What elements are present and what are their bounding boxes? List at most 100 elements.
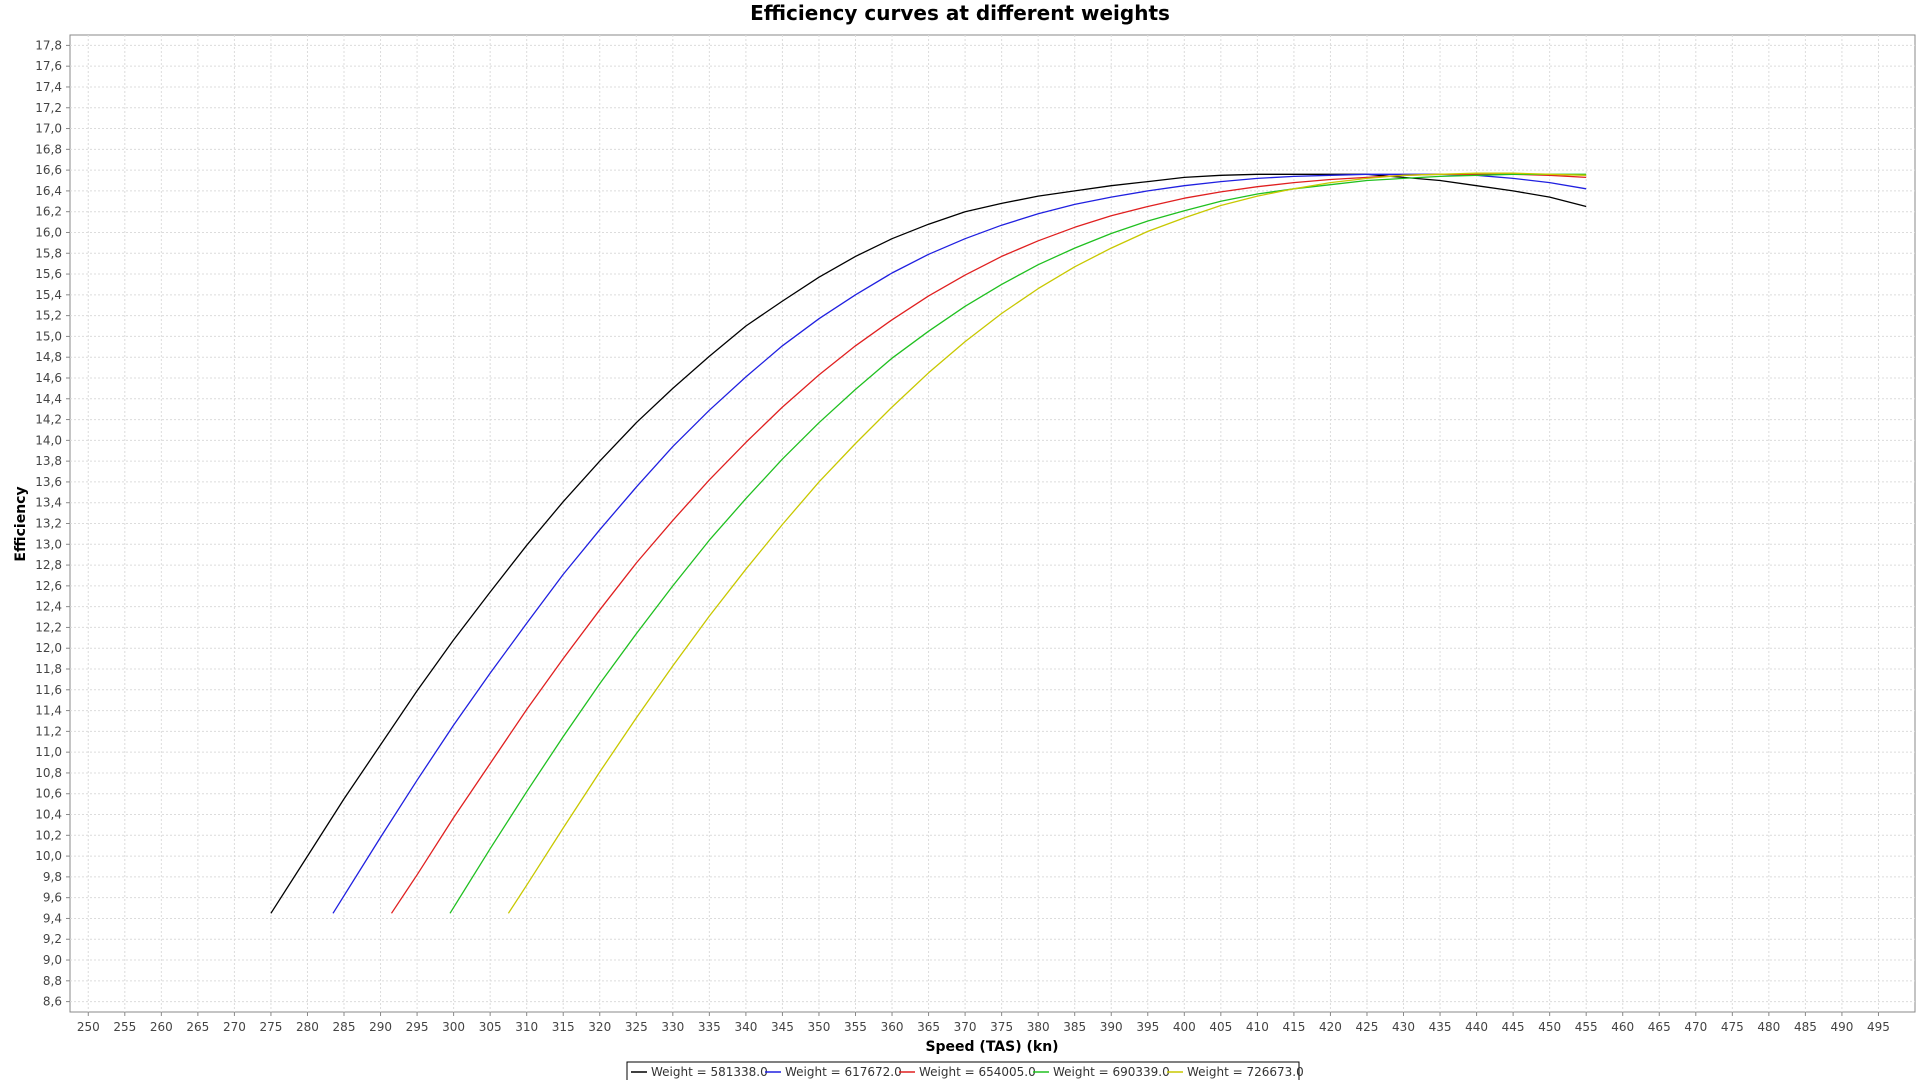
x-tick-label: 470	[1684, 1020, 1707, 1034]
x-tick-label: 260	[150, 1020, 173, 1034]
y-tick-label: 13,4	[35, 496, 62, 510]
x-tick-label: 295	[406, 1020, 429, 1034]
y-tick-label: 9,0	[43, 953, 62, 967]
legend-entry: Weight = 726673.0	[1187, 1065, 1304, 1079]
x-tick-label: 410	[1246, 1020, 1269, 1034]
x-tick-label: 465	[1648, 1020, 1671, 1034]
y-tick-label: 9,2	[43, 932, 62, 946]
y-tick-label: 14,4	[35, 392, 62, 406]
y-tick-label: 11,8	[35, 662, 62, 676]
x-tick-label: 485	[1794, 1020, 1817, 1034]
y-tick-label: 12,2	[35, 620, 62, 634]
x-tick-label: 370	[954, 1020, 977, 1034]
x-tick-label: 430	[1392, 1020, 1415, 1034]
y-tick-label: 8,6	[43, 995, 62, 1009]
y-tick-label: 16,0	[35, 225, 62, 239]
y-tick-label: 8,8	[43, 974, 62, 988]
series-lines	[270, 172, 1587, 914]
y-axis-label: Efficiency	[13, 486, 29, 561]
y-tick-label: 14,2	[35, 413, 62, 427]
chart-title: Efficiency curves at different weights	[750, 1, 1170, 25]
y-tick-label: 14,8	[35, 350, 62, 364]
series-line-5	[507, 172, 1587, 914]
x-tick-label: 455	[1575, 1020, 1598, 1034]
y-axis-ticks: 8,6 8,8 9,0 9,2 9,4 9,6 9,8 10,0 10,2 10,4 10,6 10,…	[35, 38, 70, 1009]
legend-items: Weight = 581338.0 Weight = 617672.0 Weight…	[631, 1065, 1304, 1079]
y-tick-label: 16,2	[35, 205, 62, 219]
y-tick-label: 13,2	[35, 517, 62, 531]
y-tick-label: 15,8	[35, 246, 62, 260]
x-tick-label: 250	[77, 1020, 100, 1034]
legend-entry: Weight = 654005.0	[919, 1065, 1036, 1079]
x-tick-label: 450	[1538, 1020, 1561, 1034]
x-tick-label: 405	[1209, 1020, 1232, 1034]
x-tick-label: 425	[1356, 1020, 1379, 1034]
x-tick-label: 415	[1282, 1020, 1305, 1034]
x-tick-label: 460	[1611, 1020, 1634, 1034]
x-tick-label: 385	[1063, 1020, 1086, 1034]
legend-entry: Weight = 690339.0	[1053, 1065, 1170, 1079]
x-tick-label: 360	[881, 1020, 904, 1034]
series-line-2	[332, 173, 1587, 914]
grid	[70, 35, 1915, 1012]
y-tick-label: 13,8	[35, 454, 62, 468]
x-tick-label: 320	[588, 1020, 611, 1034]
y-tick-label: 12,0	[35, 641, 62, 655]
y-tick-label: 10,4	[35, 808, 62, 822]
y-tick-label: 17,8	[35, 38, 62, 52]
legend-entry: Weight = 581338.0	[651, 1065, 768, 1079]
x-tick-label: 355	[844, 1020, 867, 1034]
x-tick-label: 440	[1465, 1020, 1488, 1034]
x-tick-label: 395	[1136, 1020, 1159, 1034]
y-tick-label: 12,8	[35, 558, 62, 572]
y-tick-label: 11,4	[35, 704, 62, 718]
x-tick-label: 275	[259, 1020, 282, 1034]
y-tick-label: 10,0	[35, 849, 62, 863]
x-tick-label: 335	[698, 1020, 721, 1034]
x-tick-label: 315	[552, 1020, 575, 1034]
x-tick-label: 435	[1429, 1020, 1452, 1034]
y-tick-label: 9,4	[43, 911, 62, 925]
x-tick-label: 365	[917, 1020, 940, 1034]
x-tick-label: 345	[771, 1020, 794, 1034]
y-tick-label: 14,0	[35, 433, 62, 447]
legend-entry: Weight = 617672.0	[785, 1065, 902, 1079]
legend-box	[626, 1061, 1300, 1080]
y-tick-label: 10,8	[35, 766, 62, 780]
y-tick-label: 15,6	[35, 267, 62, 281]
x-tick-label: 280	[296, 1020, 319, 1034]
x-tick-label: 330	[661, 1020, 684, 1034]
legend: Weight = 581338.0 Weight = 617672.0 Weight…	[626, 1061, 1304, 1080]
y-tick-label: 10,6	[35, 787, 62, 801]
x-tick-label: 305	[479, 1020, 502, 1034]
x-axis-label: Speed (TAS) (kn)	[925, 1039, 1058, 1055]
y-tick-label: 13,0	[35, 537, 62, 551]
y-tick-label: 17,4	[35, 80, 62, 94]
x-tick-label: 270	[223, 1020, 246, 1034]
y-tick-label: 17,6	[35, 59, 62, 73]
x-tick-label: 380	[1027, 1020, 1050, 1034]
x-tick-label: 375	[990, 1020, 1013, 1034]
x-tick-label: 290	[369, 1020, 392, 1034]
y-tick-label: 15,2	[35, 309, 62, 323]
y-tick-label: 11,2	[35, 724, 62, 738]
y-tick-label: 16,4	[35, 184, 62, 198]
x-tick-label: 400	[1173, 1020, 1196, 1034]
x-tick-label: 310	[515, 1020, 538, 1034]
x-tick-label: 480	[1757, 1020, 1780, 1034]
y-tick-label: 9,6	[43, 891, 62, 905]
x-tick-label: 255	[113, 1020, 136, 1034]
y-tick-label: 16,8	[35, 142, 62, 156]
x-tick-label: 340	[734, 1020, 757, 1034]
x-tick-label: 350	[808, 1020, 831, 1034]
x-tick-label: 490	[1830, 1020, 1853, 1034]
y-tick-label: 17,0	[35, 122, 62, 136]
y-tick-label: 11,0	[35, 745, 62, 759]
x-axis-ticks: 250 255 260 265 270 275 280 285 290 295 300 305 310 3…	[77, 1012, 1890, 1034]
x-tick-label: 285	[333, 1020, 356, 1034]
y-tick-label: 15,0	[35, 329, 62, 343]
x-tick-label: 475	[1721, 1020, 1744, 1034]
x-tick-label: 495	[1867, 1020, 1890, 1034]
x-tick-label: 300	[442, 1020, 465, 1034]
y-tick-label: 17,2	[35, 101, 62, 115]
